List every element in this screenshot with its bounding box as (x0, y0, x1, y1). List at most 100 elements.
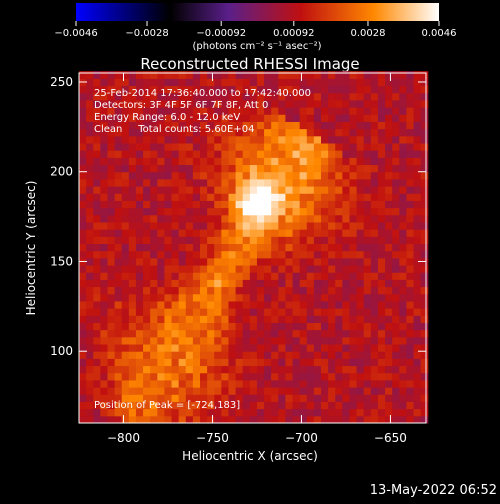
heatmap-cell (413, 135, 422, 144)
heatmap-cell (406, 372, 415, 381)
heatmap-cell (399, 358, 407, 367)
heatmap-cell (164, 336, 173, 345)
heatmap-cell (157, 114, 165, 122)
heatmap-cell (164, 408, 173, 417)
heatmap-cell (264, 143, 272, 151)
heatmap-cell (128, 250, 137, 259)
heatmap-cell (121, 322, 130, 331)
heatmap-cell (370, 236, 379, 245)
heatmap-cell (200, 171, 208, 180)
heatmap-cell (385, 85, 393, 94)
heatmap-cell (128, 207, 137, 216)
heatmap-cell (214, 308, 222, 316)
heatmap-cell (100, 171, 108, 180)
heatmap-cell (100, 322, 108, 331)
heatmap-cell (221, 272, 229, 280)
heatmap-cell (228, 186, 237, 194)
heatmap-cell (370, 221, 379, 230)
heatmap-cell (207, 372, 215, 381)
heatmap-cell (228, 344, 237, 352)
heatmap-cell (292, 279, 301, 288)
heatmap-cell (328, 214, 336, 223)
heatmap-cell (420, 322, 429, 331)
heatmap-cell (178, 243, 187, 252)
heatmap-cell (164, 372, 173, 381)
heatmap-cell (377, 293, 386, 302)
heatmap-cell (135, 157, 144, 166)
heatmap-cell (228, 71, 237, 79)
heatmap-cell (185, 128, 194, 137)
heatmap-cell (93, 286, 101, 295)
heatmap-cell (292, 379, 301, 388)
heatmap-cell (185, 221, 194, 230)
heatmap-cell (178, 85, 187, 94)
heatmap-cell (150, 200, 158, 209)
heatmap-cell (107, 99, 116, 108)
heatmap-cell (342, 365, 350, 374)
heatmap-cell (256, 200, 265, 209)
heatmap-cell (285, 257, 294, 266)
heatmap-cell (79, 121, 87, 130)
heatmap-cell (264, 243, 272, 252)
heatmap-cell (406, 379, 415, 388)
heatmap-cell (121, 85, 130, 94)
heatmap-cell (292, 107, 301, 115)
y-tick-label: 100 (50, 344, 73, 358)
heatmap-cell (178, 157, 187, 166)
heatmap-cell (178, 135, 187, 144)
heatmap-cell (135, 193, 144, 201)
heatmap-cell (200, 250, 208, 259)
heatmap-cell (228, 272, 237, 280)
heatmap-cell (349, 322, 358, 331)
heatmap-cell (278, 143, 286, 151)
heatmap-cell (413, 121, 422, 130)
heatmap-cell (164, 351, 173, 359)
heatmap-cell (100, 128, 108, 137)
heatmap-cell (342, 415, 350, 424)
heatmap-cell (178, 178, 187, 187)
heatmap-cell (192, 372, 201, 381)
heatmap-cell (107, 107, 116, 115)
heatmap-cell (399, 401, 407, 410)
heatmap-cell (349, 186, 358, 194)
heatmap-cell (335, 250, 343, 259)
heatmap-cell (221, 178, 229, 187)
heatmap-cell (299, 207, 308, 216)
heatmap-cell (399, 272, 407, 280)
heatmap-cell (185, 107, 194, 115)
heatmap-cell (200, 379, 208, 388)
heatmap-cell (264, 157, 272, 166)
heatmap-cell (306, 229, 315, 237)
heatmap-cell (377, 193, 386, 201)
heatmap-cell (128, 293, 137, 302)
heatmap-cell (342, 336, 350, 345)
heatmap-cell (313, 358, 322, 367)
heatmap-cell (278, 78, 286, 87)
heatmap-cell (107, 308, 116, 316)
heatmap-cell (79, 128, 87, 137)
heatmap-cell (143, 128, 151, 137)
heatmap-cell (278, 236, 286, 245)
heatmap-cell (79, 358, 87, 367)
heatmap-cell (214, 178, 222, 187)
heatmap-cell (157, 85, 165, 94)
heatmap-cell (328, 128, 336, 137)
heatmap-cell (321, 415, 329, 424)
heatmap-cell (420, 336, 429, 345)
heatmap-cell (100, 186, 108, 194)
heatmap-cell (221, 128, 229, 137)
heatmap-cell (392, 336, 400, 345)
heatmap-cell (249, 157, 258, 166)
heatmap-cell (313, 394, 322, 402)
heatmap-cell (278, 387, 286, 395)
heatmap-cell (150, 99, 158, 108)
heatmap-cell (306, 157, 315, 166)
heatmap-cell (335, 143, 343, 151)
heatmap-cell (413, 272, 422, 280)
heatmap-cell (385, 178, 393, 187)
heatmap-cell (377, 358, 386, 367)
heatmap-cell (313, 164, 322, 173)
heatmap-cell (406, 71, 415, 79)
heatmap-cell (292, 143, 301, 151)
heatmap-cell (135, 207, 144, 216)
